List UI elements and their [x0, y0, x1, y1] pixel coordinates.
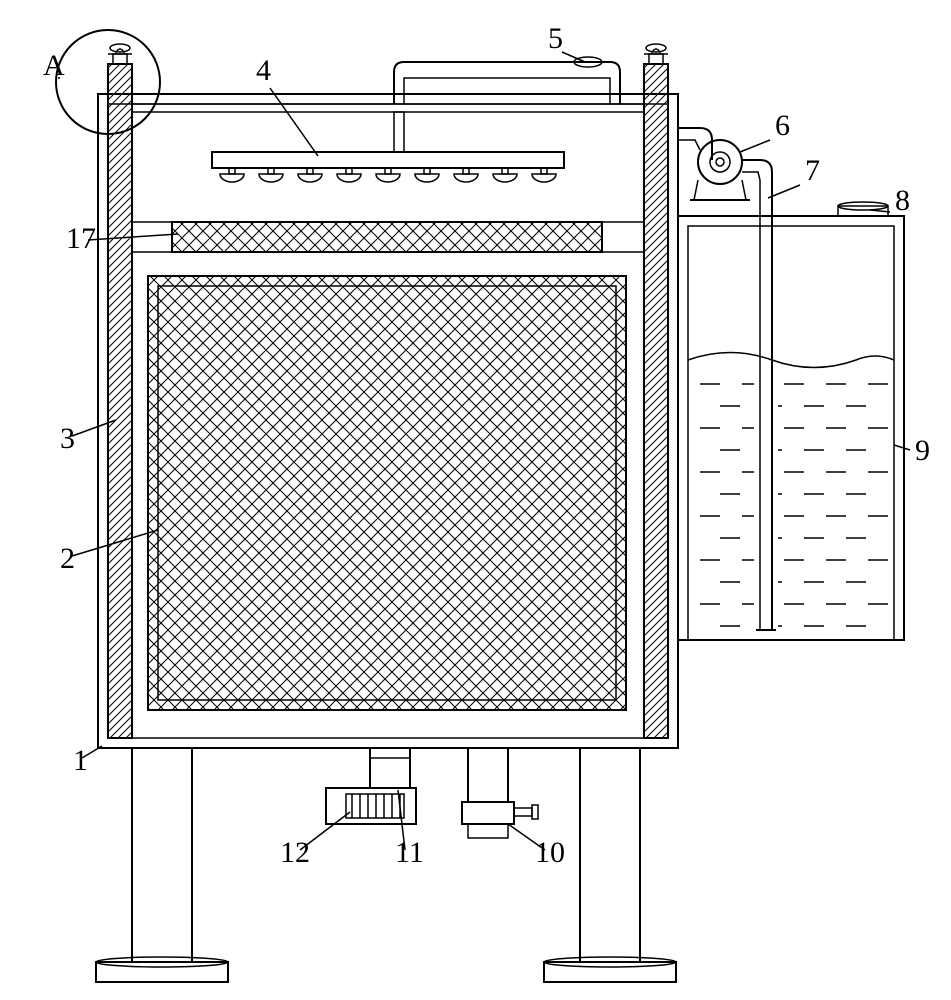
label-9: 9	[915, 434, 930, 467]
label-7: 7	[805, 154, 820, 187]
pipe-5	[394, 57, 620, 104]
sprinkler-assembly	[212, 112, 564, 182]
panel-17	[132, 222, 644, 252]
label-3: 3	[60, 422, 75, 455]
label-12: 12	[280, 836, 310, 869]
label-A: A	[43, 49, 65, 82]
label-2: 2	[60, 542, 75, 575]
outlet-10	[462, 748, 538, 838]
nozzle	[298, 168, 322, 182]
left-column	[108, 44, 132, 738]
shaft-11	[370, 748, 410, 788]
main-mesh-body	[148, 276, 626, 710]
motor-12	[326, 788, 416, 824]
nozzle	[493, 168, 517, 182]
nozzle	[415, 168, 439, 182]
nozzle	[532, 168, 556, 182]
left-leg	[96, 748, 228, 982]
nozzle	[220, 168, 244, 182]
label-10: 10	[535, 836, 565, 869]
label-5: 5	[548, 22, 563, 55]
top-interior-bar	[132, 104, 644, 112]
nozzle	[454, 168, 478, 182]
label-6: 6	[775, 109, 790, 142]
nozzle	[337, 168, 361, 182]
label-11: 11	[395, 836, 424, 869]
nozzle	[259, 168, 283, 182]
label-4: 4	[256, 54, 271, 87]
label-8: 8	[895, 184, 910, 217]
right-column	[644, 44, 668, 738]
label-17: 17	[66, 222, 96, 255]
label-1: 1	[73, 744, 88, 777]
nozzle	[376, 168, 400, 182]
water-tank-9	[678, 202, 904, 640]
